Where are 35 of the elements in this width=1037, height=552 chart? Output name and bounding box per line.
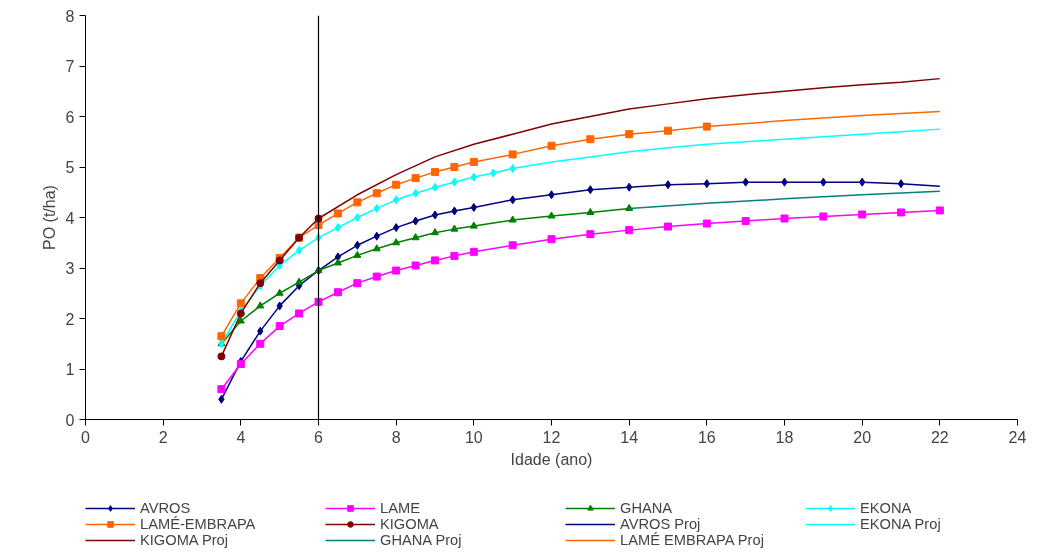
x-tick-label: 4 — [236, 428, 246, 446]
y-axis-title: PO (t/ha) — [40, 185, 58, 250]
x-tick-label: 24 — [1008, 428, 1027, 446]
x-tick-label: 18 — [775, 428, 794, 446]
y-tick-label: 7 — [65, 58, 75, 75]
x-tick-label: 14 — [620, 428, 639, 446]
legend-label: GHANA — [620, 500, 674, 516]
y-tick-label: 1 — [65, 361, 75, 378]
legend-label: LAMÉ-EMBRAPA — [140, 516, 257, 532]
x-tick-label: 22 — [930, 428, 949, 446]
x-tick-label: 8 — [391, 428, 401, 446]
legend-label: AVROS Proj — [620, 516, 702, 532]
x-tick-label: 6 — [314, 428, 324, 446]
y-tick-label: 5 — [65, 159, 75, 176]
legend-label: KIGOMA Proj — [140, 532, 229, 548]
legend-label: LAMÉ EMBRAPA Proj — [620, 532, 765, 548]
y-tick-label: 0 — [65, 411, 75, 429]
x-tick-label: 16 — [697, 428, 716, 446]
x-tick-label: 12 — [542, 428, 561, 446]
legend-label: AVROS — [140, 500, 192, 516]
x-tick-label: 20 — [853, 428, 872, 446]
legend-label: EKONA Proj — [860, 516, 942, 532]
y-tick-label: 8 — [65, 7, 75, 25]
legend-label: LAME — [380, 500, 421, 516]
x-axis-title: Idade (ano) — [510, 450, 593, 468]
x-tick-label: 0 — [81, 428, 91, 446]
legend-label: EKONA — [860, 500, 913, 516]
x-tick-label: 2 — [158, 428, 168, 446]
legend-label: GHANA Proj — [380, 532, 463, 548]
y-tick-label: 3 — [65, 260, 75, 277]
legend-label: KIGOMA — [380, 516, 440, 532]
y-tick-label: 2 — [65, 310, 75, 328]
y-tick-label: 4 — [65, 209, 75, 227]
x-tick-label: 10 — [464, 428, 483, 446]
y-tick-label: 6 — [65, 108, 75, 126]
